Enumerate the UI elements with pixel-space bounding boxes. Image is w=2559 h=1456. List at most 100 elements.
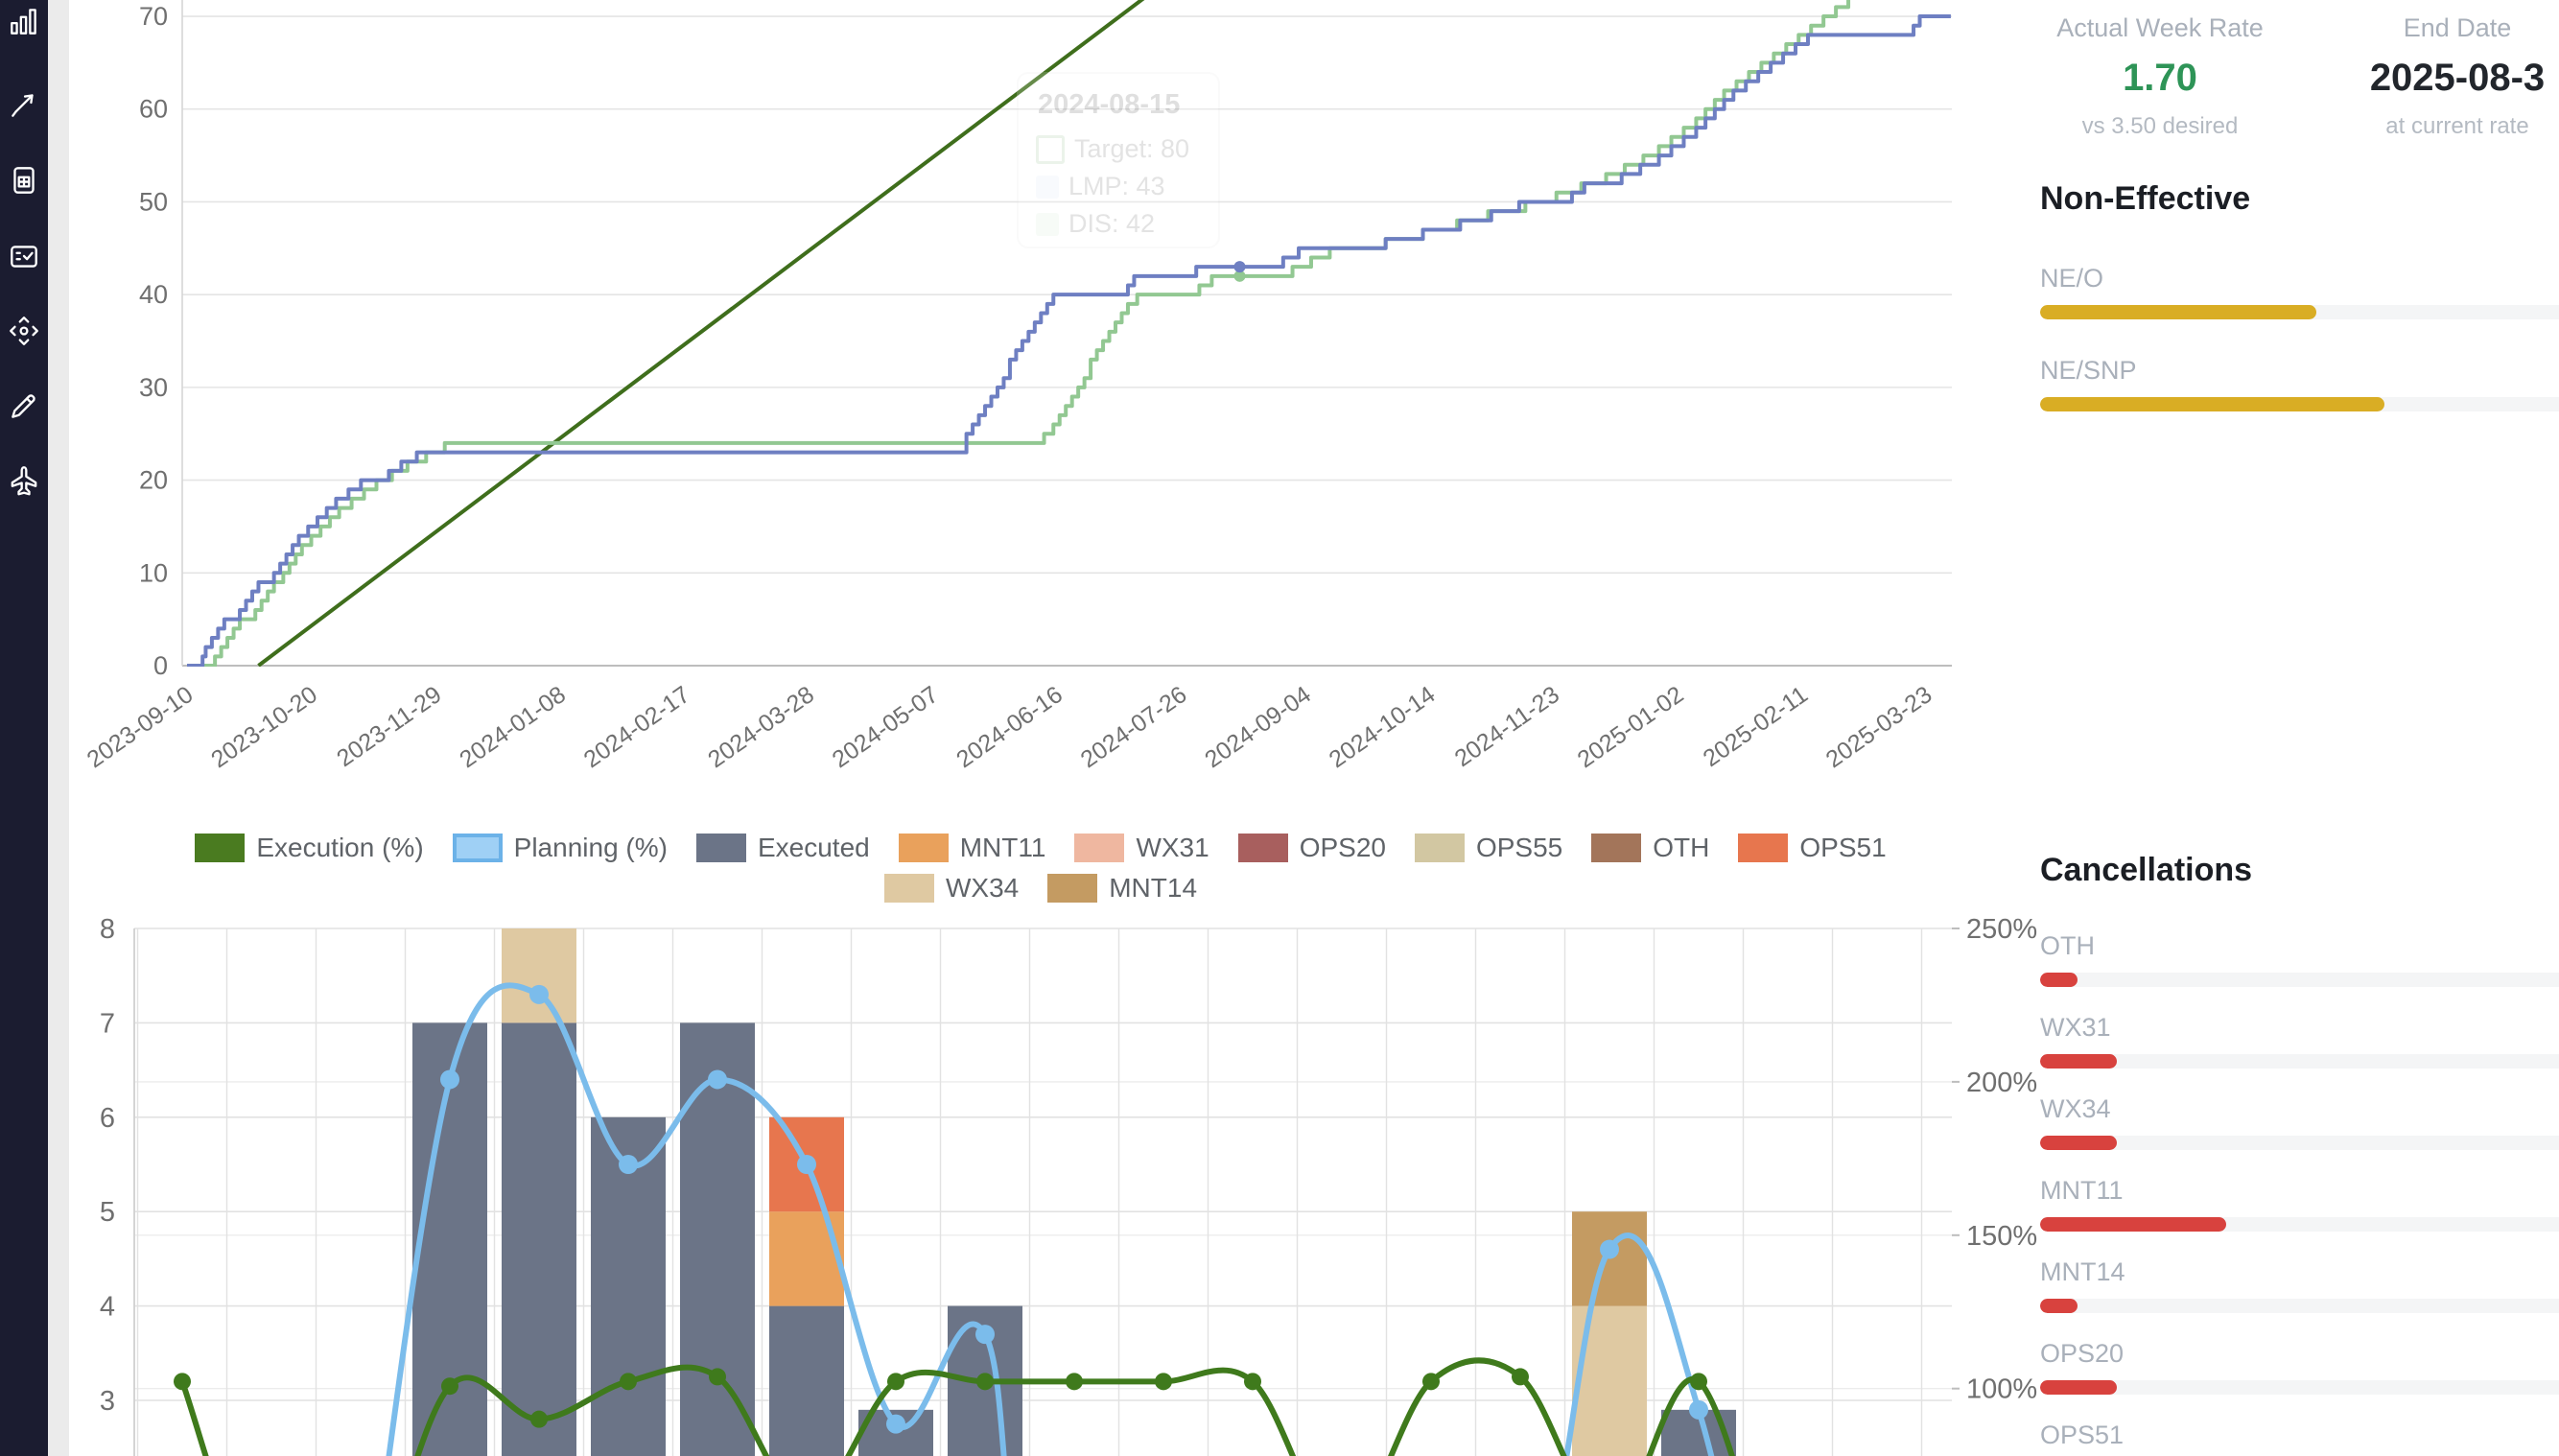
dart-icon[interactable] <box>7 86 41 121</box>
non-effective-title: Non-Effective <box>2040 180 2251 217</box>
legend-swatch <box>898 834 949 862</box>
x-tick-label: 2024-09-04 <box>1200 681 1316 773</box>
legend-item-wx34[interactable]: WX34 <box>883 873 1019 904</box>
progress-label: OPS51 <box>2040 1421 2125 1449</box>
pencil-icon[interactable] <box>7 388 41 423</box>
legend-label: Executed <box>757 833 870 862</box>
progress-item-oth: OTH <box>2040 931 2559 987</box>
progress-fill <box>2040 1380 2118 1395</box>
execution-bar-chart[interactable]: 3 4 5 6 7 8 250% 200% 150% 100% <box>77 911 2043 1456</box>
tooltip-row-lmp: LMP: 43 <box>1036 172 1201 201</box>
line-dot <box>1155 1373 1172 1391</box>
legend-swatch <box>1237 834 1288 862</box>
x-tick-label: 2023-09-10 <box>82 681 199 773</box>
progress-label: WX31 <box>2040 1013 2111 1042</box>
x-tick-label: 2024-05-07 <box>828 681 944 773</box>
x-tick-label: 2024-06-16 <box>951 681 1068 773</box>
left-tick-label: 5 <box>100 1197 115 1228</box>
y-tick-label: 30 <box>139 373 168 402</box>
y-tick-label: 0 <box>153 651 168 680</box>
line-dot <box>976 1373 994 1391</box>
progress-label: OPS20 <box>2040 1339 2125 1368</box>
line-dot <box>887 1373 904 1391</box>
tooltip-row-target: Target: 80 <box>1036 134 1201 164</box>
left-tick-label: 4 <box>100 1292 115 1323</box>
line-dot <box>440 1069 459 1090</box>
left-tick-label: 6 <box>100 1103 115 1134</box>
series-target <box>257 0 1145 667</box>
legend-item-ops51[interactable]: OPS51 <box>1738 833 1887 863</box>
legend-item-ops55[interactable]: OPS55 <box>1414 833 1562 863</box>
series-lmp <box>187 14 1951 667</box>
hover-dot-lmp <box>1233 261 1246 273</box>
legend-swatch <box>1074 834 1125 862</box>
legend-item-mnt14[interactable]: MNT14 <box>1047 873 1197 904</box>
right-panel: Actual Week Rate 1.70 vs 3.50 desired En… <box>2040 0 2559 1456</box>
progress-item-mnt11: MNT11 <box>2040 1176 2559 1232</box>
hover-dot-dis <box>1233 270 1246 282</box>
bottom-chart-legend: Execution (%) Planning (%) Executed MNT11 WX… <box>129 833 1952 913</box>
legend-item-execution-[interactable]: Execution (%) <box>195 833 424 863</box>
x-tick-label: 2024-03-28 <box>703 681 819 773</box>
sim-card-icon[interactable] <box>7 163 41 198</box>
actual-week-rate-value: 1.70 <box>2123 57 2197 99</box>
y-tick-label: 40 <box>139 280 168 309</box>
legend-item-ops20[interactable]: OPS20 <box>1237 833 1386 863</box>
line-dot <box>441 1377 458 1396</box>
right-tick-label: 150% <box>1966 1221 2037 1252</box>
legend-item-wx31[interactable]: WX31 <box>1074 833 1209 863</box>
progress-track <box>2040 397 2559 411</box>
legend-item-executed[interactable]: Executed <box>695 833 870 863</box>
cumulative-line-chart[interactable]: 0 10 20 30 40 50 60 70 2023-09-10 2023-10-20 2023-… <box>77 0 2043 779</box>
x-tick-label: 2025-01-02 <box>1573 681 1689 773</box>
bar-segment-mnt11 <box>769 1211 844 1306</box>
line-dot <box>1689 1399 1708 1420</box>
x-tick-label: 2023-11-29 <box>332 681 446 772</box>
legend-swatch <box>695 834 746 862</box>
airplane-icon[interactable] <box>7 463 41 498</box>
legend-label: WX31 <box>1136 833 1209 862</box>
bar-segment-executed <box>769 1305 844 1456</box>
line-dot <box>1422 1373 1440 1391</box>
y-tick-label: 60 <box>139 95 168 124</box>
y-tick-label: 50 <box>139 187 168 216</box>
line-dot <box>708 1069 727 1090</box>
line-dot <box>1690 1373 1707 1391</box>
left-tick-label: 8 <box>100 914 115 945</box>
cancellations-section: Cancellations OTH WX31 WX34 MNT11 MNT14 OPS20… <box>2040 852 2559 1456</box>
x-tick-label: 2024-07-26 <box>1076 681 1192 773</box>
right-tick-label: 200% <box>1966 1068 2037 1098</box>
progress-item-wx31: WX31 <box>2040 1013 2559 1069</box>
line-dot <box>1244 1373 1261 1391</box>
progress-label: OTH <box>2040 931 2095 960</box>
legend-swatch <box>1047 874 1098 903</box>
legend-label: OTH <box>1653 833 1710 862</box>
legend-swatch <box>452 834 503 862</box>
move-icon[interactable] <box>7 314 41 348</box>
sidebar-gutter <box>48 0 69 1456</box>
left-tick-label: 7 <box>100 1008 115 1039</box>
legend-label: OPS20 <box>1299 833 1386 862</box>
x-tick-label: 2025-02-11 <box>1699 681 1813 772</box>
progress-track <box>2040 1217 2559 1232</box>
line-dot <box>529 984 549 1004</box>
y-tick-label: 70 <box>139 2 168 31</box>
line-dot <box>174 1373 191 1391</box>
end-date-stat: End Date 2025-08-3 at current rate <box>2337 13 2559 140</box>
dis-swatch <box>1036 212 1059 236</box>
bar-chart-icon[interactable] <box>7 4 41 38</box>
checklist-icon[interactable] <box>7 239 41 273</box>
progress-item-ne-snp: NE/SNP <box>2040 356 2559 411</box>
x-tick-label: 2025-03-23 <box>1821 681 1937 773</box>
legend-item-oth[interactable]: OTH <box>1591 833 1709 863</box>
legend-item-planning-[interactable]: Planning (%) <box>452 833 668 863</box>
legend-item-mnt11[interactable]: MNT11 <box>898 833 1045 863</box>
non-effective-section: Non-Effective NE/O NE/SNP <box>2040 180 2559 448</box>
progress-label: NE/O <box>2040 264 2104 293</box>
line-dot <box>709 1368 726 1386</box>
chart-tooltip: 2024-08-15 Target: 80 LMP: 43 DIS: 42 <box>1017 72 1220 248</box>
line-dot <box>975 1325 995 1345</box>
progress-item-mnt14: MNT14 <box>2040 1257 2559 1313</box>
bar-segment-executed <box>502 1022 576 1456</box>
legend-swatch <box>195 834 246 862</box>
